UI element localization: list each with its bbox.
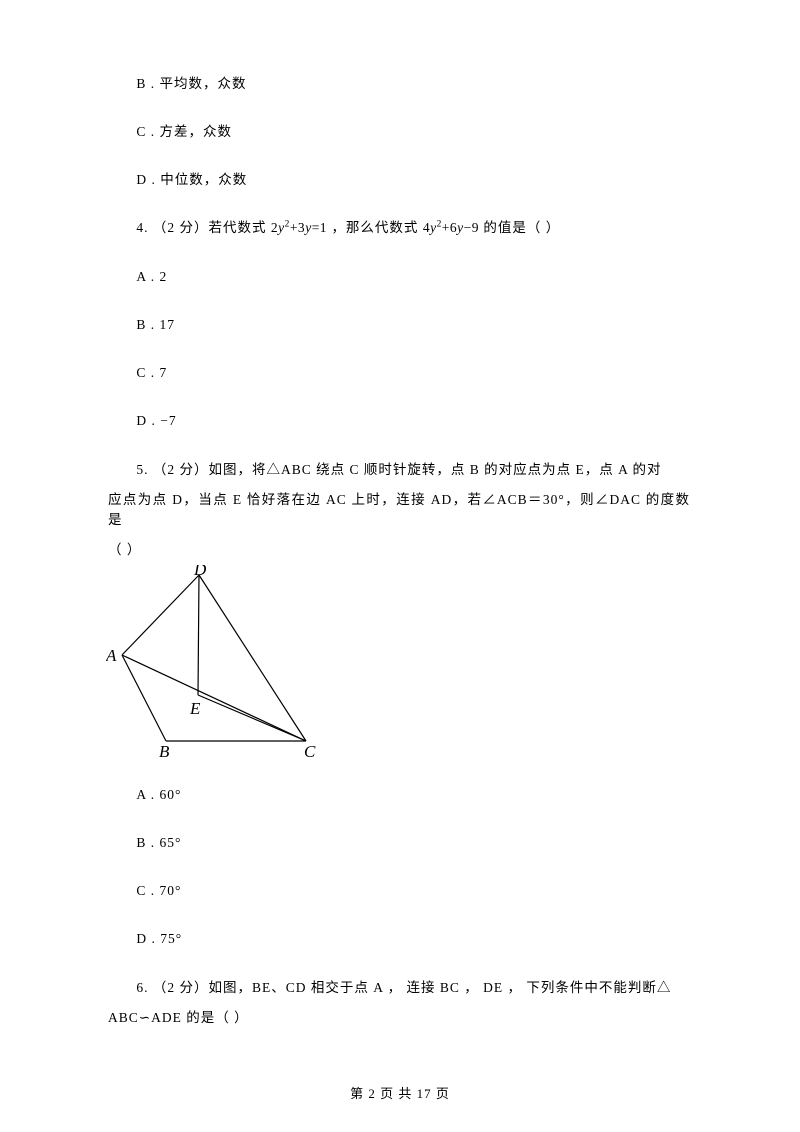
q4-option-b: B . 17: [108, 315, 690, 335]
q4-stem: 4. （2 分）若代数式 2y2+3y=1 ，那么代数式 4y2+6y−9 的值…: [108, 218, 690, 238]
prev-option-d: D . 中位数，众数: [108, 170, 690, 190]
q4-formula2: 4y2+6y−9: [423, 220, 479, 235]
q5-option-c: C . 70°: [108, 881, 690, 901]
q4-option-c: C . 7: [108, 363, 690, 383]
svg-text:C: C: [304, 742, 316, 760]
q6-stem: 6. （2 分）如图，BE、CD 相交于点 A ， 连接 BC ， DE ， 下…: [108, 978, 690, 1029]
q6-stem-l1: 6. （2 分）如图，BE、CD 相交于点 A ， 连接 BC ， DE ， 下…: [108, 978, 690, 998]
q5-stem-l2: 应点为点 D，当点 E 恰好落在边 AC 上时，连接 AD，若∠ACB＝30°，…: [108, 490, 690, 531]
q5-diagram: D A E B C: [106, 565, 690, 765]
q4-option-d: D . −7: [108, 411, 690, 431]
q5-option-b: B . 65°: [108, 833, 690, 853]
triangle-diagram: D A E B C: [106, 565, 326, 760]
q5-stem-l3: （ ）: [108, 540, 690, 560]
q4-mid: ，那么代数式: [327, 220, 423, 235]
svg-text:B: B: [159, 742, 170, 760]
q6-stem-l2: ABC∽ADE 的是（ ）: [108, 1008, 690, 1028]
q4-option-a: A . 2: [108, 267, 690, 287]
page-footer: 第 2 页 共 17 页: [0, 1083, 800, 1102]
q4-pre: 4. （2 分）若代数式: [136, 220, 271, 235]
q5-option-a: A . 60°: [108, 785, 690, 805]
svg-text:A: A: [106, 646, 117, 665]
q5-option-d: D . 75°: [108, 929, 690, 949]
prev-option-b: B . 平均数，众数: [108, 74, 690, 94]
page-container: { "options_prev": { "b": "B . 平均数，众数", "…: [0, 0, 800, 1132]
q5-stem-l1: 5. （2 分）如图，将△ABC 绕点 C 顺时针旋转，点 B 的对应点为点 E…: [108, 460, 690, 480]
svg-text:E: E: [189, 699, 201, 718]
svg-text:D: D: [193, 565, 207, 579]
q5-stem: 5. （2 分）如图，将△ABC 绕点 C 顺时针旋转，点 B 的对应点为点 E…: [108, 460, 690, 561]
prev-option-c: C . 方差，众数: [108, 122, 690, 142]
q4-post: 的值是（ ）: [479, 220, 560, 235]
q4-formula1: 2y2+3y=1: [271, 220, 327, 235]
